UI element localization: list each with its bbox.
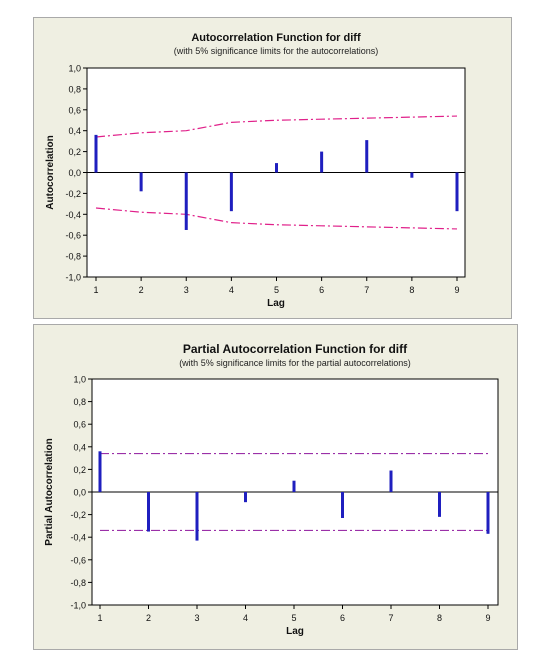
bar-lag-4	[229, 172, 233, 212]
x-tick-label: 3	[184, 285, 189, 295]
x-tick-label: 4	[243, 613, 248, 623]
x-tick-label: 8	[437, 613, 442, 623]
bar-lag-4	[244, 492, 247, 503]
bar-lag-3	[195, 492, 199, 541]
y-tick-label: 0,2	[68, 147, 81, 157]
upper-significance-limit	[95, 115, 458, 138]
y-tick-label: 0,0	[73, 488, 86, 498]
bar-lag-5	[292, 480, 296, 492]
x-tick-label: 2	[139, 285, 144, 295]
y-tick-label: -0,8	[65, 252, 81, 262]
pacf-chart: Partial Autocorrelation Function for dif…	[44, 342, 499, 637]
y-tick-label: 1,0	[68, 64, 81, 74]
x-tick-label: 6	[340, 613, 345, 623]
x-tick-label: 9	[485, 613, 490, 623]
acf-chart: Autocorrelation Function for diff (with 5…	[45, 32, 466, 309]
lower-significance-limit	[95, 207, 458, 230]
bar-lag-9	[486, 492, 490, 534]
x-tick-label: 5	[274, 285, 279, 295]
y-tick-label: -0,4	[65, 210, 81, 220]
bar-lag-8	[438, 492, 441, 517]
bar-lag-7	[389, 470, 393, 492]
acf-panel: Autocorrelation Function for diff (with 5…	[33, 17, 512, 319]
y-tick-label: 0,4	[73, 442, 86, 452]
bar-lag-5	[275, 163, 278, 173]
y-tick-label: -1,0	[70, 601, 86, 611]
bar-lag-2	[139, 172, 143, 192]
y-tick-label: -0,6	[65, 231, 81, 241]
bar-lag-6	[320, 151, 324, 173]
y-tick-label: -0,8	[70, 578, 86, 588]
bar-lag-7	[365, 140, 369, 173]
bar-lag-3	[184, 172, 188, 230]
y-tick-label: 0,8	[68, 84, 81, 94]
pacf-panel: Partial Autocorrelation Function for dif…	[33, 324, 518, 650]
x-tick-label: 9	[454, 285, 459, 295]
chart-title: Partial Autocorrelation Function for dif…	[183, 342, 408, 356]
x-tick-label: 4	[229, 285, 234, 295]
x-tick-label: 1	[93, 285, 98, 295]
y-tick-label: 0,6	[68, 105, 81, 115]
y-tick-label: -1,0	[65, 273, 81, 283]
y-tick-label: -0,6	[70, 555, 86, 565]
bar-lag-2	[147, 492, 150, 532]
x-tick-label: 6	[319, 285, 324, 295]
y-tick-label: 0,8	[73, 397, 86, 407]
bar-lag-1	[94, 134, 98, 173]
bar-lag-9	[455, 172, 459, 212]
x-tick-label: 5	[291, 613, 296, 623]
bar-lag-6	[341, 492, 344, 518]
x-tick-label: 2	[146, 613, 151, 623]
chart-title: Autocorrelation Function for diff	[191, 32, 361, 44]
x-axis-label: Lag	[286, 626, 304, 637]
bar-lag-8	[410, 172, 414, 178]
y-tick-label: -0,4	[70, 533, 86, 543]
y-tick-label: -0,2	[70, 510, 86, 520]
y-tick-label: -0,2	[65, 189, 81, 199]
y-axis-label: Partial Autocorrelation	[44, 438, 55, 545]
x-tick-label: 7	[364, 285, 369, 295]
chart-subtitle: (with 5% significance limits for the aut…	[174, 46, 379, 56]
chart-subtitle: (with 5% significance limits for the par…	[179, 358, 411, 368]
y-tick-label: 0,2	[73, 465, 86, 475]
x-axis-label: Lag	[267, 298, 285, 309]
y-axis-label: Autocorrelation	[45, 135, 56, 209]
y-tick-label: 0,6	[73, 420, 86, 430]
x-tick-label: 8	[409, 285, 414, 295]
y-tick-label: 1,0	[73, 375, 86, 385]
bar-lag-1	[98, 451, 102, 492]
y-tick-label: 0,4	[68, 126, 81, 136]
x-tick-label: 3	[194, 613, 199, 623]
x-tick-label: 1	[97, 613, 102, 623]
x-tick-label: 7	[388, 613, 393, 623]
y-tick-label: 0,0	[68, 168, 81, 178]
